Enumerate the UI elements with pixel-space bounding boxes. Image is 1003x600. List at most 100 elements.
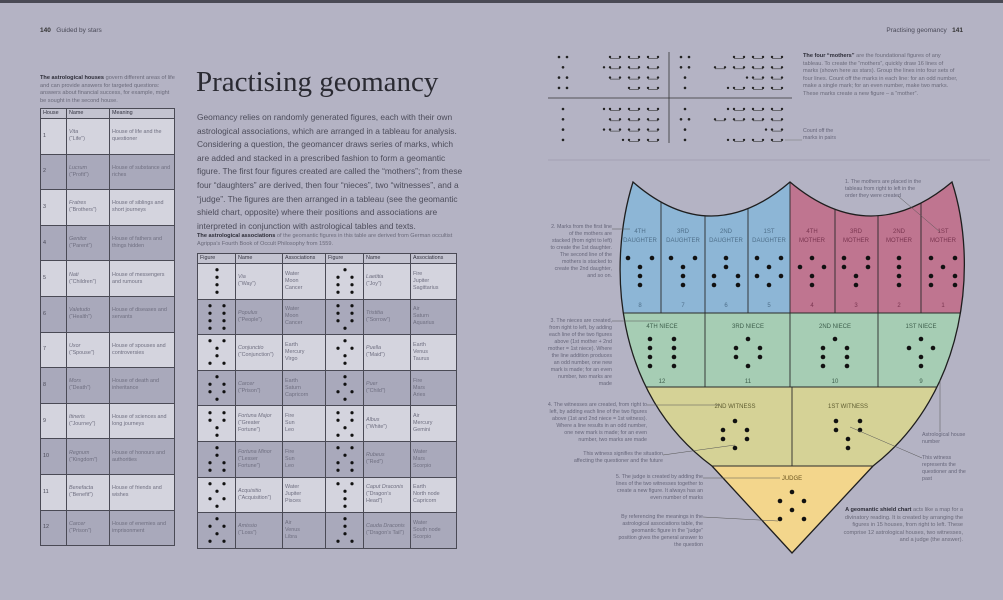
- mothers-text-rest: are the foundational figures of any tabl…: [803, 53, 958, 97]
- figure-dot: [896, 264, 902, 270]
- house-translation: (“Life”): [69, 136, 85, 143]
- house-translation: (“Death”): [69, 385, 91, 392]
- house-name: Itineris (“Journey”): [66, 402, 110, 440]
- figure-dot: [809, 255, 815, 261]
- house-meaning: House of fathers and things hidden: [109, 224, 175, 262]
- house-label: MOTHER: [799, 238, 826, 244]
- mark: [723, 118, 727, 121]
- figure-dot: [222, 418, 226, 422]
- figure-dot: [222, 382, 226, 386]
- figure-dot: [208, 461, 212, 465]
- figure-latin-name: Acquisitio: [238, 487, 262, 494]
- house-row: 4 Genitor (“Parent”) House of fathers and t…: [40, 224, 175, 262]
- mother-result-dot: [565, 86, 569, 90]
- figure-name: Populus (“People”): [235, 298, 283, 336]
- figure-name: Albus (“White”): [363, 405, 411, 442]
- house-number: 6: [724, 303, 728, 309]
- house-meaning: House of diseases and servants: [109, 295, 175, 333]
- figure-dot: [952, 282, 958, 288]
- house-row: 6 Valetudo (“Health”) House of diseases and…: [40, 295, 175, 333]
- figure-dot: [350, 319, 354, 323]
- figure-dot: [336, 311, 340, 315]
- house-translation: (“Spouse”): [69, 349, 95, 356]
- mother-result-dot: [679, 118, 683, 121]
- figure-dot: [343, 425, 347, 430]
- house-meaning: House of enemies and imprisonment: [109, 509, 175, 547]
- geomantic-figure: [777, 489, 807, 522]
- figure-name: Amissio (“Loss”): [235, 512, 283, 549]
- figure-dot: [350, 461, 354, 465]
- figure-cell: [325, 512, 364, 549]
- figure-dot: [637, 264, 643, 270]
- figure-dot: [789, 489, 795, 495]
- figure-dot: [350, 410, 354, 415]
- figure-associations: Fire Sun Leo: [282, 440, 326, 478]
- figure-dot: [222, 410, 226, 415]
- house-meaning: House of death and inheritance: [109, 367, 175, 404]
- witnesses-band: [620, 387, 965, 466]
- mark: [621, 138, 625, 142]
- figure-dot: [222, 304, 226, 308]
- mothers-text: The four “mothers” are the foundational …: [803, 53, 958, 99]
- figure-dot: [208, 362, 212, 366]
- figure-dot: [336, 319, 340, 323]
- figure-dot: [757, 354, 763, 360]
- figure-name: Tristitia (“Sorrow”): [363, 298, 411, 336]
- association-value: Scorpio: [413, 533, 432, 540]
- figure-name: Cauda Draconis (“Dragon’s Tail”): [363, 512, 411, 549]
- figure-dot: [215, 397, 219, 401]
- figure-dot: [637, 282, 643, 288]
- figure-dot: [215, 446, 219, 450]
- associations-caption-text: of the geomantic figures in this table a…: [197, 233, 453, 247]
- annotation-witness2: This witness signifies the situation aff…: [573, 451, 663, 464]
- mother-result-dot: [683, 76, 687, 79]
- house-name: Lucrum (“Profit”): [66, 153, 110, 191]
- house-translation: (“Health”): [69, 314, 92, 321]
- mark: [723, 66, 727, 69]
- association-row: Conjunctio (“Conjunction”) Earth Mercury Vir…: [197, 334, 457, 371]
- house-meaning: House of spouses and controversies: [109, 331, 175, 369]
- figure-dot: [778, 255, 784, 261]
- figure-dot: [789, 507, 795, 513]
- house-cell-4: 4TH MOTHER 4: [797, 229, 827, 309]
- association-value: Earth: [285, 341, 298, 348]
- house-row: 1 Vita (“Life”) House of life and the quest…: [40, 118, 175, 155]
- mark: [646, 128, 650, 131]
- figure-dot: [336, 410, 340, 415]
- association-value: Saturn: [413, 313, 429, 320]
- figure-dot: [896, 255, 902, 261]
- mark: [646, 86, 650, 90]
- house-number: 4: [40, 224, 67, 262]
- association-value: Gemini: [413, 427, 431, 434]
- association-value: North node: [413, 491, 440, 498]
- house-label: 4TH: [806, 229, 817, 235]
- figure-dot: [208, 319, 212, 323]
- associations-header-row: Figure Name Associations Figure Name Associat…: [197, 253, 457, 264]
- house-cell-1: 1ST MOTHER 1: [928, 229, 958, 309]
- figure-dot: [336, 433, 340, 437]
- figure-dot: [647, 363, 653, 369]
- mark: [656, 107, 660, 111]
- house-name: Uxor (“Spouse”): [66, 331, 110, 369]
- association-row: Acquisitio (“Acquisition”) Water Jupiter Pis…: [197, 476, 457, 514]
- house-name: Benefacta (“Benefit”): [66, 473, 110, 511]
- mother-result-dot: [683, 107, 687, 111]
- figure-dot: [336, 468, 340, 473]
- association-row: Populus (“People”) Water Moon Cancer Tristiti…: [197, 298, 457, 336]
- figure-latin-name: Amissio: [238, 523, 257, 530]
- figure-cell: [197, 512, 236, 549]
- figure-dot: [680, 264, 686, 270]
- house-label: 2ND: [720, 229, 733, 235]
- house-latin-name: Nati: [69, 271, 79, 278]
- figure-dot: [336, 540, 340, 544]
- figure-dot: [215, 375, 219, 379]
- figure-dot: [809, 282, 815, 288]
- figure-latin-name: Fortuna Major: [238, 413, 272, 420]
- figure-dot: [343, 517, 347, 521]
- association-value: Leo: [285, 427, 294, 434]
- figure-translation: (“Prison”): [238, 388, 261, 395]
- mark: [608, 55, 612, 59]
- mark: [637, 86, 641, 90]
- figure-dot: [649, 255, 655, 261]
- house-number: 7: [40, 331, 67, 369]
